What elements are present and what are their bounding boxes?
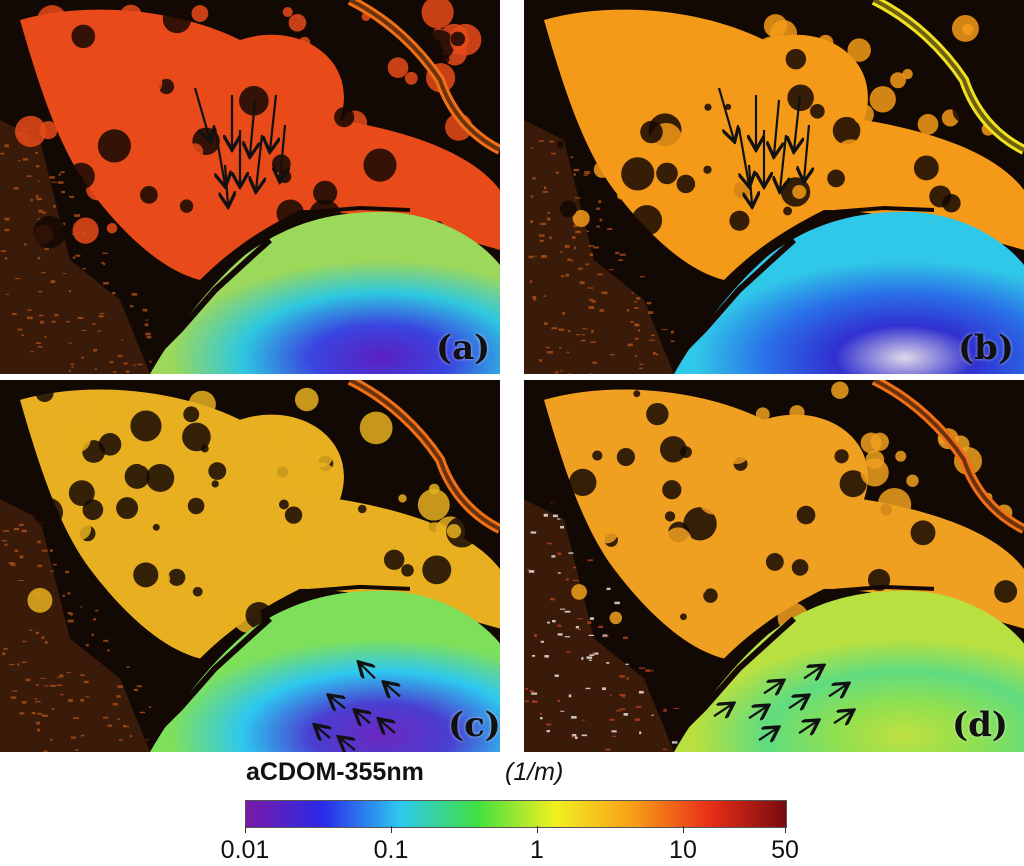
colorbar-title: aCDOM-355nm <box>246 758 424 786</box>
colorbar-tick-label: 0.1 <box>373 836 409 864</box>
flow-arrow <box>833 711 852 723</box>
panel-c: (c) <box>0 380 500 752</box>
flow-arrow <box>828 684 847 696</box>
flow-arrow <box>794 94 800 150</box>
flow-arrow <box>193 87 210 140</box>
colorbar-tick-label: 10 <box>669 836 697 864</box>
flow-arrow <box>360 663 376 680</box>
panel-c-image <box>0 380 500 752</box>
flow-arrow <box>380 720 395 733</box>
flow-arrow <box>748 706 767 718</box>
flow-arrow <box>225 164 228 205</box>
panel-a-label: (a) <box>436 328 491 368</box>
colorbar <box>245 800 787 828</box>
flow-arrow <box>798 721 817 733</box>
colorbar-tick <box>245 826 246 833</box>
panel-b-label: (b) <box>958 328 1014 368</box>
flow-arrow <box>749 164 752 205</box>
flow-arrow <box>280 124 285 180</box>
colorbar-tick-label: 0.01 <box>220 836 270 864</box>
panel-d-image <box>524 380 1024 752</box>
flow-arrow <box>763 681 782 693</box>
flow-arrow <box>788 696 807 708</box>
flow-arrow <box>213 127 225 185</box>
panel-b: (b) <box>524 0 1024 374</box>
panel-a: (a) <box>0 0 500 374</box>
colorbar-units: (1/m) <box>505 758 564 786</box>
panel-d: (d) <box>524 380 1024 752</box>
flow-arrow <box>803 666 822 678</box>
panel-c-label: (c) <box>448 705 500 745</box>
panel-b-image <box>524 0 1024 374</box>
colorbar-tick <box>390 826 392 833</box>
flow-arrow <box>356 711 370 723</box>
flow-arrow <box>717 87 734 140</box>
colorbar-tick-label: 50 <box>771 836 799 864</box>
colorbar-tick-label: 1 <box>530 836 544 864</box>
flow-arrow <box>385 683 400 696</box>
flow-arrow <box>316 726 330 738</box>
flow-arrow <box>270 94 276 150</box>
colorbar-tick <box>785 826 786 833</box>
panel-a-image <box>0 0 500 374</box>
colorbar-tick <box>536 826 538 833</box>
panel-d-label: (d) <box>952 705 1008 745</box>
flow-arrow <box>774 99 779 155</box>
flow-arrow <box>737 127 749 185</box>
flow-arrow <box>780 134 786 190</box>
flow-arrow <box>250 99 255 155</box>
flow-arrow <box>758 728 777 740</box>
flow-arrow <box>340 738 355 750</box>
flow-arrow <box>713 704 732 716</box>
flow-arrow <box>330 696 345 708</box>
colorbar-tick <box>682 826 684 833</box>
flow-arrow <box>804 124 809 180</box>
flow-arrow <box>256 134 262 190</box>
